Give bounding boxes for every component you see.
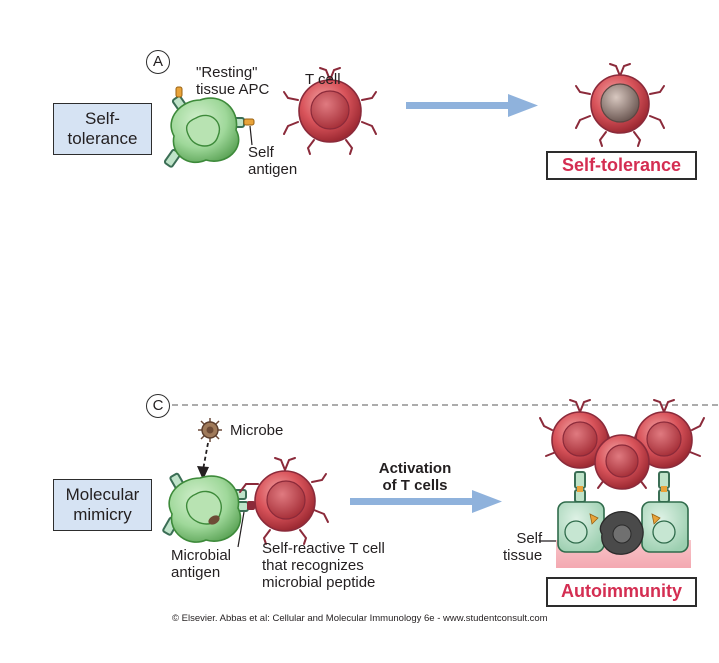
autoimmunity-outcome-box: Autoimmunity [546, 577, 697, 607]
autoimmunity-scene [539, 399, 705, 568]
apc-c [162, 472, 255, 543]
resting-apc-label: "Resting" tissue APC [196, 64, 270, 98]
activation-label: Activation of T cells [378, 460, 452, 494]
tolerant-t-cell [575, 63, 665, 147]
self-antigen-label: Self antigen [248, 144, 298, 178]
panel-a-marker: A [146, 50, 170, 74]
self-tolerance-outcome-box: Self-tolerance [546, 151, 697, 180]
molecular-mimicry-category-box: Molecular mimicry [53, 479, 152, 531]
arrow-a [406, 94, 538, 117]
self-reactive-t-cell-label: Self-reactive T cell that recognizes mic… [262, 540, 385, 591]
panel-c-marker: C [146, 394, 170, 418]
resting-apc-cell [163, 86, 255, 168]
t-cell-a [283, 67, 377, 155]
self-tissue-label: Self tissue [503, 530, 543, 564]
self-antigen-pointer [249, 125, 253, 146]
arrow-c [350, 490, 502, 513]
t-cell-c [239, 457, 329, 545]
t-cell-label-a: T cell [305, 71, 341, 88]
microbial-antigen-label: Microbial antigen [171, 547, 232, 581]
self-tolerance-category-box: Self- tolerance [53, 103, 152, 155]
microbe-arrow [202, 442, 209, 471]
copyright-credit: © Elsevier. Abbas et al: Cellular and Mo… [172, 613, 548, 624]
microbe [198, 418, 222, 442]
microbial-antigen-pointer [237, 511, 245, 548]
microbe-label: Microbe [230, 422, 284, 439]
